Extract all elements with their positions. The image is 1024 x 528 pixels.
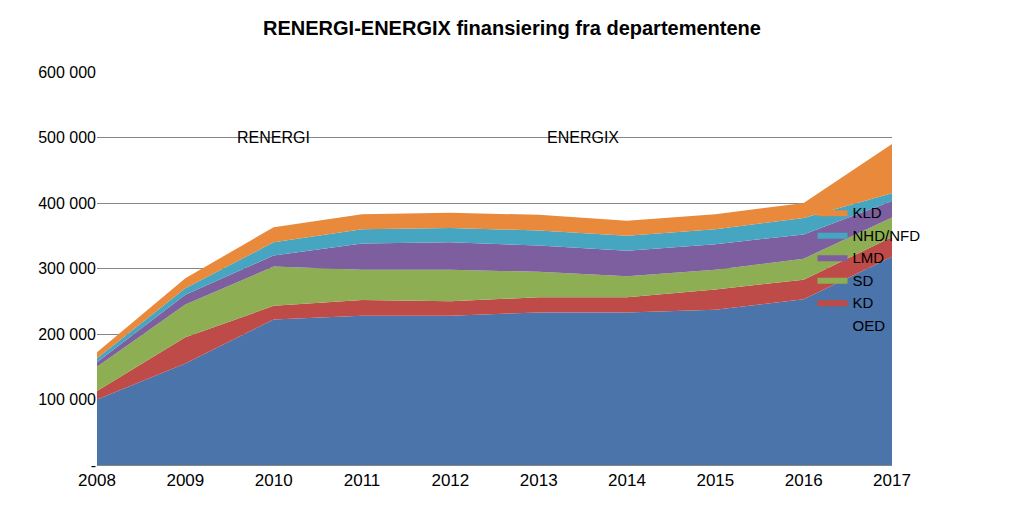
svg-text:600 000: 600 000 bbox=[38, 64, 96, 81]
svg-text:NHD/NFD: NHD/NFD bbox=[853, 227, 921, 244]
svg-text:100 000: 100 000 bbox=[38, 391, 96, 408]
svg-text:RENERGI: RENERGI bbox=[237, 129, 310, 146]
svg-text:500 000: 500 000 bbox=[38, 129, 96, 146]
svg-text:ENERGIX: ENERGIX bbox=[547, 129, 619, 146]
svg-text:-: - bbox=[91, 457, 96, 474]
svg-text:2015: 2015 bbox=[696, 471, 734, 490]
svg-text:2013: 2013 bbox=[520, 471, 558, 490]
svg-text:400 000: 400 000 bbox=[38, 195, 96, 212]
svg-text:OED: OED bbox=[853, 317, 886, 334]
svg-text:KD: KD bbox=[853, 294, 874, 311]
svg-text:200 000: 200 000 bbox=[38, 326, 96, 343]
svg-text:300 000: 300 000 bbox=[38, 260, 96, 277]
svg-text:2014: 2014 bbox=[608, 471, 646, 490]
svg-text:2011: 2011 bbox=[344, 471, 381, 490]
svg-text:2016: 2016 bbox=[785, 471, 823, 490]
svg-text:2012: 2012 bbox=[431, 471, 469, 490]
svg-text:RENERGI-ENERGIX finansiering f: RENERGI-ENERGIX finansiering fra departe… bbox=[263, 17, 761, 39]
svg-text:2009: 2009 bbox=[166, 471, 204, 490]
svg-text:2010: 2010 bbox=[255, 471, 293, 490]
svg-text:KLD: KLD bbox=[853, 204, 882, 221]
svg-text:2017: 2017 bbox=[873, 471, 911, 490]
svg-text:SD: SD bbox=[853, 272, 874, 289]
svg-text:LMD: LMD bbox=[853, 249, 885, 266]
svg-text:2008: 2008 bbox=[78, 471, 116, 490]
